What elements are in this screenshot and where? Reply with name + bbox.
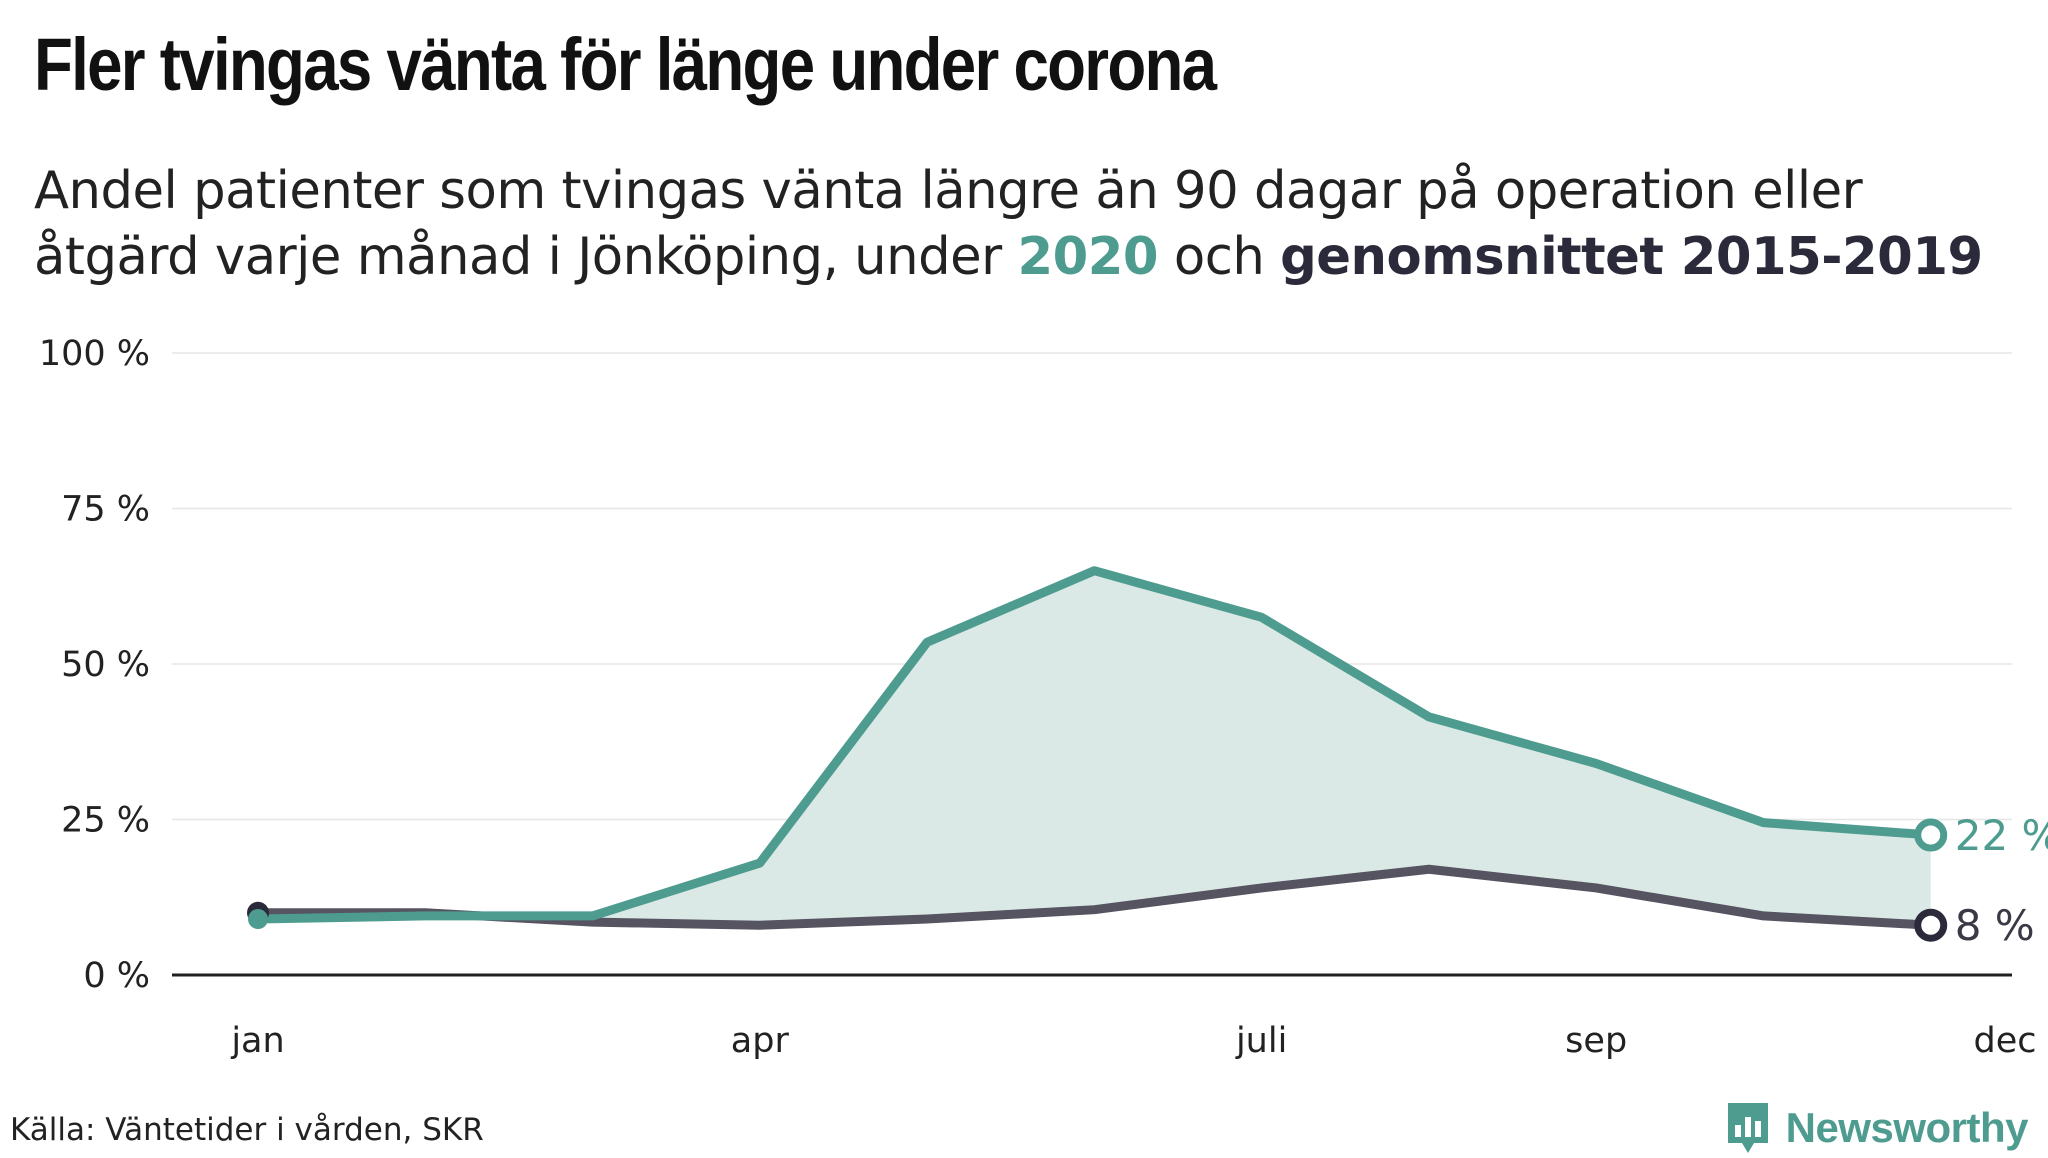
x-tick-label-apr: apr [731,1021,790,1061]
chart-title: Fler tvingas vänta för länge under coron… [34,23,1217,106]
chart-subtitle: Andel patienter som tvingas vänta längre… [34,158,2004,290]
subtitle-highlight-average: genomsnittet 2015-2019 [1280,227,1983,287]
x-tick-label-jan: jan [230,1021,284,1061]
brand-name: Newsworthy [1785,1104,2029,1151]
x-tick-label-sep: sep [1565,1021,1627,1061]
newsworthy-logo-icon [1727,1103,1768,1153]
y-tick-label-75: 75 % [61,490,150,530]
end-label-2020: 22 % [1955,811,2048,860]
series-line-2020 [253,566,1936,924]
y-tick-label-100: 100 % [39,334,150,374]
end-point-average [1914,908,1948,942]
source-note: Källa: Väntetider i vården, SKR [10,1112,484,1148]
subtitle-connector: och [1158,227,1281,287]
end-label-average: 8 % [1955,901,2035,950]
x-tick-label-dec: dec [1974,1021,2037,1061]
subtitle-highlight-2020: 2020 [1017,227,1159,287]
start-point-2020 [248,909,268,930]
y-tick-label-0: 0 % [83,956,150,996]
area-between-series [258,570,1931,926]
end-point-2020 [1914,818,1948,852]
x-tick-label-juli: juli [1235,1021,1287,1061]
subtitle-text: Andel patienter som tvingas vänta längre… [34,161,1863,287]
y-tick-label-50: 50 % [61,645,150,685]
brand-logo: Newsworthy [1724,1098,2029,1158]
y-tick-label-25: 25 % [61,801,150,841]
